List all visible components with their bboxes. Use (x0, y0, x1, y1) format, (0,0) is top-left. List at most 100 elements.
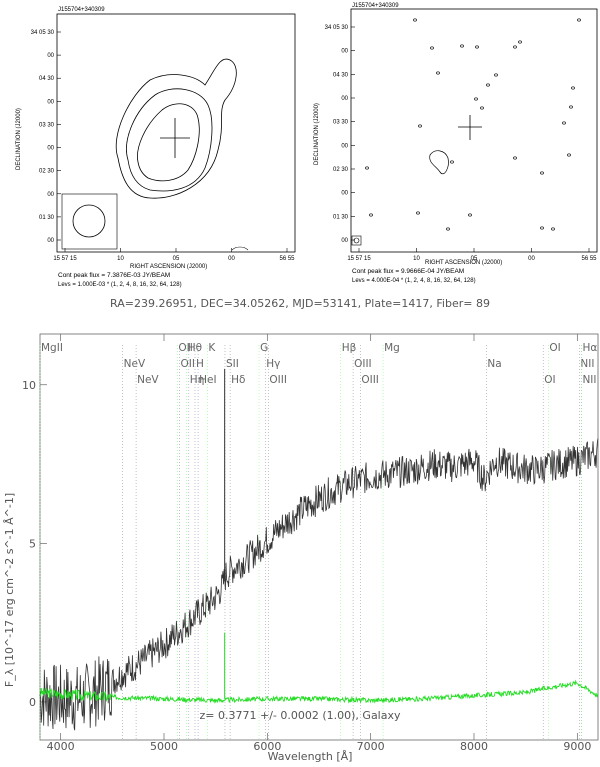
dec-tick-label: 01 30 (333, 214, 349, 220)
emission-line-label: OII (181, 358, 195, 370)
radio-right-peak: Cont peak flux = 9.9666E-04 JY/BEAM (352, 268, 464, 275)
dec-tick-label: 04 30 (39, 76, 55, 82)
radio-right-ra-ticks: 15 57 15 10 05 00 56 55 (347, 248, 597, 262)
noise-contour (577, 18, 581, 22)
radio-right-id: J155704+340309 (352, 3, 399, 9)
radio-left-peak: Cont peak flux = 7.3876E-03 JY/BEAM (58, 272, 170, 279)
x-tick-label: 8000 (460, 740, 488, 753)
noise-contour (446, 227, 450, 231)
emission-line-label: G (260, 342, 268, 354)
x-tick-label: 6000 (253, 740, 281, 753)
x-axis-ticks: 4000 5000 6000 7000 8000 9000 (47, 334, 591, 753)
emission-line-markers: MgIINeVNeVOIIOIIHηHθHHeIKSIIHδGHγOIIIHβO… (39, 342, 597, 740)
noise-contour (418, 124, 422, 128)
ra-tick-label: 10 (413, 256, 420, 262)
radio-right-frame (350, 8, 598, 253)
radio-right-levs: Levs = 4.000E-04 * (1, 2, 4, 8, 16, 32, … (352, 278, 476, 284)
ra-tick-label: 56 55 (279, 256, 295, 262)
dec-tick-label: 01 30 (39, 215, 55, 221)
edge-contour (231, 246, 249, 251)
x-tick-label: 9000 (563, 740, 591, 753)
ra-tick-label: 05 (173, 256, 180, 262)
noise-contour (562, 121, 566, 125)
emission-line-label: OII (178, 342, 192, 354)
dec-tick-label: 03 30 (39, 122, 55, 128)
radio-right-ylabel: DECLINATION (J2000) (314, 103, 320, 165)
noise-contour (480, 106, 484, 110)
emission-line-label: SII (226, 358, 239, 370)
contour-outer (115, 58, 237, 199)
emission-line-label: K (208, 342, 216, 354)
dec-tick-label: 00 (341, 143, 348, 149)
noise-contour (486, 83, 490, 87)
ra-tick-label: 15 57 15 (53, 256, 77, 262)
emission-line-label: Hβ (342, 342, 357, 354)
radio-left-ra-ticks: 15 57 15 10 05 00 56 55 (53, 248, 295, 262)
noise-contour (569, 105, 573, 109)
dec-tick-label: 00 (47, 146, 54, 152)
noise-contour (540, 226, 544, 230)
emission-line-label: Hδ (231, 374, 245, 386)
noise-contour (450, 160, 454, 164)
y-tick-label: 5 (29, 537, 36, 550)
dec-tick-label: 34 05 30 (31, 30, 55, 36)
flux-series (39, 438, 599, 731)
y-axis-label: F_λ [10^-17 erg cm^-2 s^-1 Å^-1] (3, 493, 16, 687)
object-info: RA=239.26951, DEC=34.05262, MJD=53141, P… (110, 297, 490, 310)
noise-contour (571, 86, 575, 90)
y-axis-ticks: 0 5 10 (22, 379, 47, 709)
noise-contour (475, 45, 479, 49)
emission-line-label: H (196, 358, 204, 370)
emission-line-label: OIII (354, 358, 372, 370)
ra-tick-label: 10 (117, 256, 124, 262)
noise-contour (540, 171, 544, 175)
dec-tick-label: 02 30 (39, 169, 55, 175)
dec-tick-label: 00 (341, 238, 348, 244)
dec-tick-label: 00 (341, 49, 348, 55)
noise-contour (369, 213, 373, 217)
noise-contour (513, 45, 517, 49)
radio-right-xlabel: RIGHT ASCENSION (J2000) (425, 260, 502, 266)
contour-mid (126, 88, 213, 192)
x-axis-label: Wavelength [Å] (268, 750, 353, 763)
dec-tick-label: 00 (47, 99, 54, 105)
beam-ellipse (72, 204, 106, 238)
radio-right-beam (353, 237, 360, 244)
noise-contour (468, 213, 472, 217)
emission-line-label: NeV (124, 358, 146, 370)
radio-left-dec-ticks: 34 05 30 00 04 30 00 03 30 00 02 30 00 01 30 00 (31, 30, 61, 244)
noise-contour (436, 71, 440, 75)
radio-right-noise (365, 18, 581, 231)
contour-inner (137, 103, 200, 182)
radio-right-source-contour (429, 150, 449, 175)
dec-tick-label: 02 30 (333, 167, 349, 173)
dec-tick-label: 00 (47, 53, 54, 59)
noise-contour (365, 166, 369, 170)
x-tick-label: 4000 (47, 740, 75, 753)
noise-contour (430, 46, 434, 50)
noise-contour (413, 18, 417, 22)
noise-contour (474, 97, 478, 101)
emission-line-label: OIII (269, 374, 287, 386)
ra-tick-label: 00 (228, 256, 235, 262)
radio-right-beam-box (351, 235, 362, 246)
emission-line-label: HeI (199, 374, 216, 386)
spectrum-chart: MgIINeVNeVOIIOIIHηHθHHeIKSIIHδGHγOIIIHβO… (3, 333, 599, 763)
dec-tick-label: 00 (341, 191, 348, 197)
ra-tick-label: 00 (528, 256, 535, 262)
x-tick-label: 7000 (357, 740, 385, 753)
ra-tick-label: 56 55 (581, 256, 597, 262)
dec-tick-label: 04 30 (333, 72, 349, 78)
radio-right-dec-ticks: 34 05 30 00 04 30 00 03 30 00 02 30 00 01 30 00 (325, 25, 355, 244)
dec-tick-label: 00 (341, 96, 348, 102)
emission-line-label: OI (549, 342, 560, 354)
noise-contour (494, 73, 498, 77)
redshift-label: z= 0.3771 +/- 0.0002 (1.00), Galaxy (200, 709, 401, 722)
emission-line-label: NII (582, 374, 596, 386)
radio-left-levs: Levs = 1.000E-03 * (1, 2, 4, 8, 16, 32, … (58, 282, 182, 288)
dec-tick-label: 00 (47, 192, 54, 198)
emission-line-label: NII (580, 358, 594, 370)
emission-line-label: Na (487, 358, 501, 370)
dec-tick-label: 03 30 (333, 120, 349, 126)
